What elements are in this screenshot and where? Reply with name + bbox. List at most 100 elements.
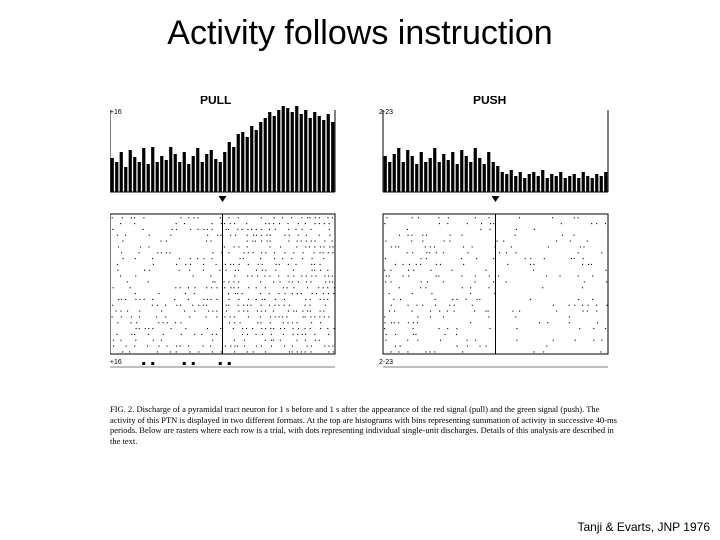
raster-dot: [552, 217, 553, 218]
raster-dot: [228, 305, 229, 306]
raster-dot: [494, 293, 495, 294]
raster-dot: [235, 270, 236, 271]
raster-dot: [179, 258, 180, 259]
raster-dot: [578, 252, 579, 253]
raster-dot: [275, 229, 276, 230]
raster-dot: [466, 299, 467, 300]
raster-dot: [332, 246, 333, 247]
raster-dot: [409, 264, 410, 265]
hist-bar: [393, 154, 396, 192]
raster-dot: [291, 217, 292, 218]
raster-dot: [175, 322, 176, 323]
raster-dot: [516, 252, 517, 253]
raster-dot: [233, 264, 234, 265]
raster-dot: [273, 311, 274, 312]
hist-bar: [178, 162, 181, 192]
raster-dot: [170, 351, 171, 352]
raster-dot: [395, 334, 396, 335]
raster-dot: [461, 258, 462, 259]
raster-dot: [444, 241, 445, 242]
raster-dot: [206, 287, 207, 288]
raster-dot: [318, 287, 319, 288]
raster-dot: [398, 351, 399, 352]
raster-dot: [212, 229, 213, 230]
raster-dot: [248, 299, 249, 300]
raster-dot: [135, 340, 136, 341]
hist-bar: [474, 148, 477, 192]
raster-dot: [384, 328, 385, 329]
raster-dot: [264, 299, 265, 300]
hist-bar: [232, 147, 235, 192]
raster-dot: [426, 252, 427, 253]
raster-dot: [244, 340, 245, 341]
raster-dot: [253, 235, 254, 236]
raster-dot: [211, 287, 212, 288]
raster-dot: [261, 217, 262, 218]
raster-dot: [289, 305, 290, 306]
raster-dot: [258, 264, 259, 265]
raster-dot: [278, 316, 279, 317]
raster-dot: [134, 223, 135, 224]
raster-dot: [312, 258, 313, 259]
raster-dot: [220, 217, 221, 218]
raster-dot: [297, 340, 298, 341]
raster-dot: [430, 246, 431, 247]
hist-bar: [456, 164, 459, 192]
raster-dot: [228, 229, 229, 230]
raster-dot: [311, 322, 312, 323]
raster-dot: [262, 299, 263, 300]
raster-dot: [197, 229, 198, 230]
raster-dot: [202, 346, 203, 347]
panel-pull: PULL2+162+16: [110, 96, 335, 367]
raster-dot: [324, 299, 325, 300]
raster-dot: [323, 246, 324, 247]
raster-dot: [225, 264, 226, 265]
raster-dot: [118, 299, 119, 300]
hist-bar: [487, 152, 490, 192]
raster-dot: [228, 217, 229, 218]
raster-dot: [556, 241, 557, 242]
raster-dot: [135, 276, 136, 277]
raster-dot: [226, 305, 227, 306]
raster-dot: [574, 305, 575, 306]
raster-dot: [163, 322, 164, 323]
raster-dot: [219, 270, 220, 271]
raster-dot: [320, 246, 321, 247]
raster-dot: [480, 229, 481, 230]
raster-dot: [261, 229, 262, 230]
raster-dot: [192, 305, 193, 306]
raster-dot: [305, 305, 306, 306]
raster-dot: [136, 322, 137, 323]
raster-dot: [117, 322, 118, 323]
raster-dot: [425, 287, 426, 288]
panel-label: PUSH: [473, 96, 506, 107]
raster-dot: [395, 346, 396, 347]
raster-dot: [261, 252, 262, 253]
raster-dot: [210, 299, 211, 300]
raster-dot: [194, 334, 195, 335]
raster-dot: [246, 328, 247, 329]
raster-dot: [309, 217, 310, 218]
raster-dot: [302, 258, 303, 259]
raster-dot: [490, 229, 491, 230]
raster-dot: [332, 217, 333, 218]
raster-dot: [271, 340, 272, 341]
raster-dot: [287, 287, 288, 288]
raster-dot: [288, 241, 289, 242]
raster-dot: [449, 305, 450, 306]
raster-dot: [161, 252, 162, 253]
raster-dot: [516, 229, 517, 230]
raster-dot: [112, 316, 113, 317]
raster-dot: [320, 270, 321, 271]
raster-dot: [139, 328, 140, 329]
raster-dot: [257, 276, 258, 277]
raster-dot: [198, 305, 199, 306]
raster-dot: [233, 287, 234, 288]
raster-dot: [399, 287, 400, 288]
raster-dot: [269, 223, 270, 224]
hist-bar: [138, 162, 141, 192]
raster-dot: [597, 322, 598, 323]
raster-dot: [220, 235, 221, 236]
raster-dot: [149, 235, 150, 236]
raster-dot: [256, 299, 257, 300]
